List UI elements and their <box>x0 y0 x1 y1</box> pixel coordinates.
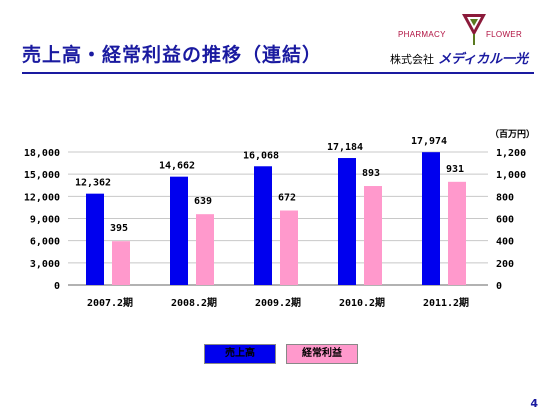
page-number: 4 <box>530 397 538 410</box>
y-left-tick-label: 18,000 <box>24 148 60 159</box>
title-underline <box>22 72 534 74</box>
y-left-tick-label: 12,000 <box>24 192 60 203</box>
legend-item-profit: 経常利益 <box>286 344 358 364</box>
company-brand: メディカル一光 <box>438 52 529 67</box>
data-label-profit: 672 <box>278 193 296 204</box>
data-label-profit: 639 <box>194 196 212 207</box>
company-prefix: 株式会社 <box>390 53 434 66</box>
data-label-profit: 893 <box>362 168 380 179</box>
bar-sales <box>254 166 272 285</box>
data-label-profit: 395 <box>110 223 128 234</box>
company-logo: PHARMACY FLOWER 株式会社 メディカル一光 <box>388 8 548 72</box>
bar-profit <box>448 181 466 285</box>
bar-sales <box>170 176 188 285</box>
bar-sales <box>86 193 104 285</box>
page-title: 売上高・経常利益の推移（連結） <box>22 44 323 66</box>
y-right-tick-label: 600 <box>496 215 514 226</box>
y-right-tick-label: 0 <box>496 281 502 292</box>
x-tick-label: 2009.2期 <box>255 296 301 309</box>
y-left-tick-label: 15,000 <box>24 170 60 181</box>
x-tick-label: 2007.2期 <box>87 296 133 309</box>
y-right-tick-label: 1,000 <box>496 170 526 181</box>
bar-profit <box>364 186 382 285</box>
data-label-sales: 17,184 <box>327 142 363 153</box>
bar-sales <box>422 152 440 285</box>
legend-item-sales: 売上高 <box>204 344 276 364</box>
y-right-tick-label: 200 <box>496 259 514 270</box>
data-label-profit: 931 <box>446 164 464 175</box>
bar-sales <box>338 158 356 285</box>
data-label-sales: 12,362 <box>75 178 111 189</box>
unit-label: （百万円） <box>490 129 535 140</box>
y-right-tick-label: 1,200 <box>496 148 526 159</box>
y-left-tick-label: 3,000 <box>30 259 60 270</box>
flower-logo-icon <box>462 14 486 45</box>
bar-profit <box>196 214 214 285</box>
bar-profit <box>280 210 298 285</box>
y-left-tick-label: 9,000 <box>30 215 60 226</box>
bar-profit <box>112 241 130 285</box>
logo-flower-text: FLOWER <box>486 30 523 39</box>
data-label-sales: 16,068 <box>243 150 279 161</box>
x-tick-label: 2011.2期 <box>423 296 469 309</box>
y-left-tick-label: 6,000 <box>30 237 60 248</box>
data-label-sales: 14,662 <box>159 161 195 172</box>
company-name: 株式会社 メディカル一光 <box>390 48 528 67</box>
y-right-tick-label: 800 <box>496 192 514 203</box>
y-left-tick-label: 0 <box>54 281 60 292</box>
x-tick-label: 2010.2期 <box>339 296 385 309</box>
logo-pharmacy-text: PHARMACY <box>398 30 446 39</box>
y-right-tick-label: 400 <box>496 237 514 248</box>
x-tick-label: 2008.2期 <box>171 296 217 309</box>
data-label-sales: 17,974 <box>411 136 447 147</box>
